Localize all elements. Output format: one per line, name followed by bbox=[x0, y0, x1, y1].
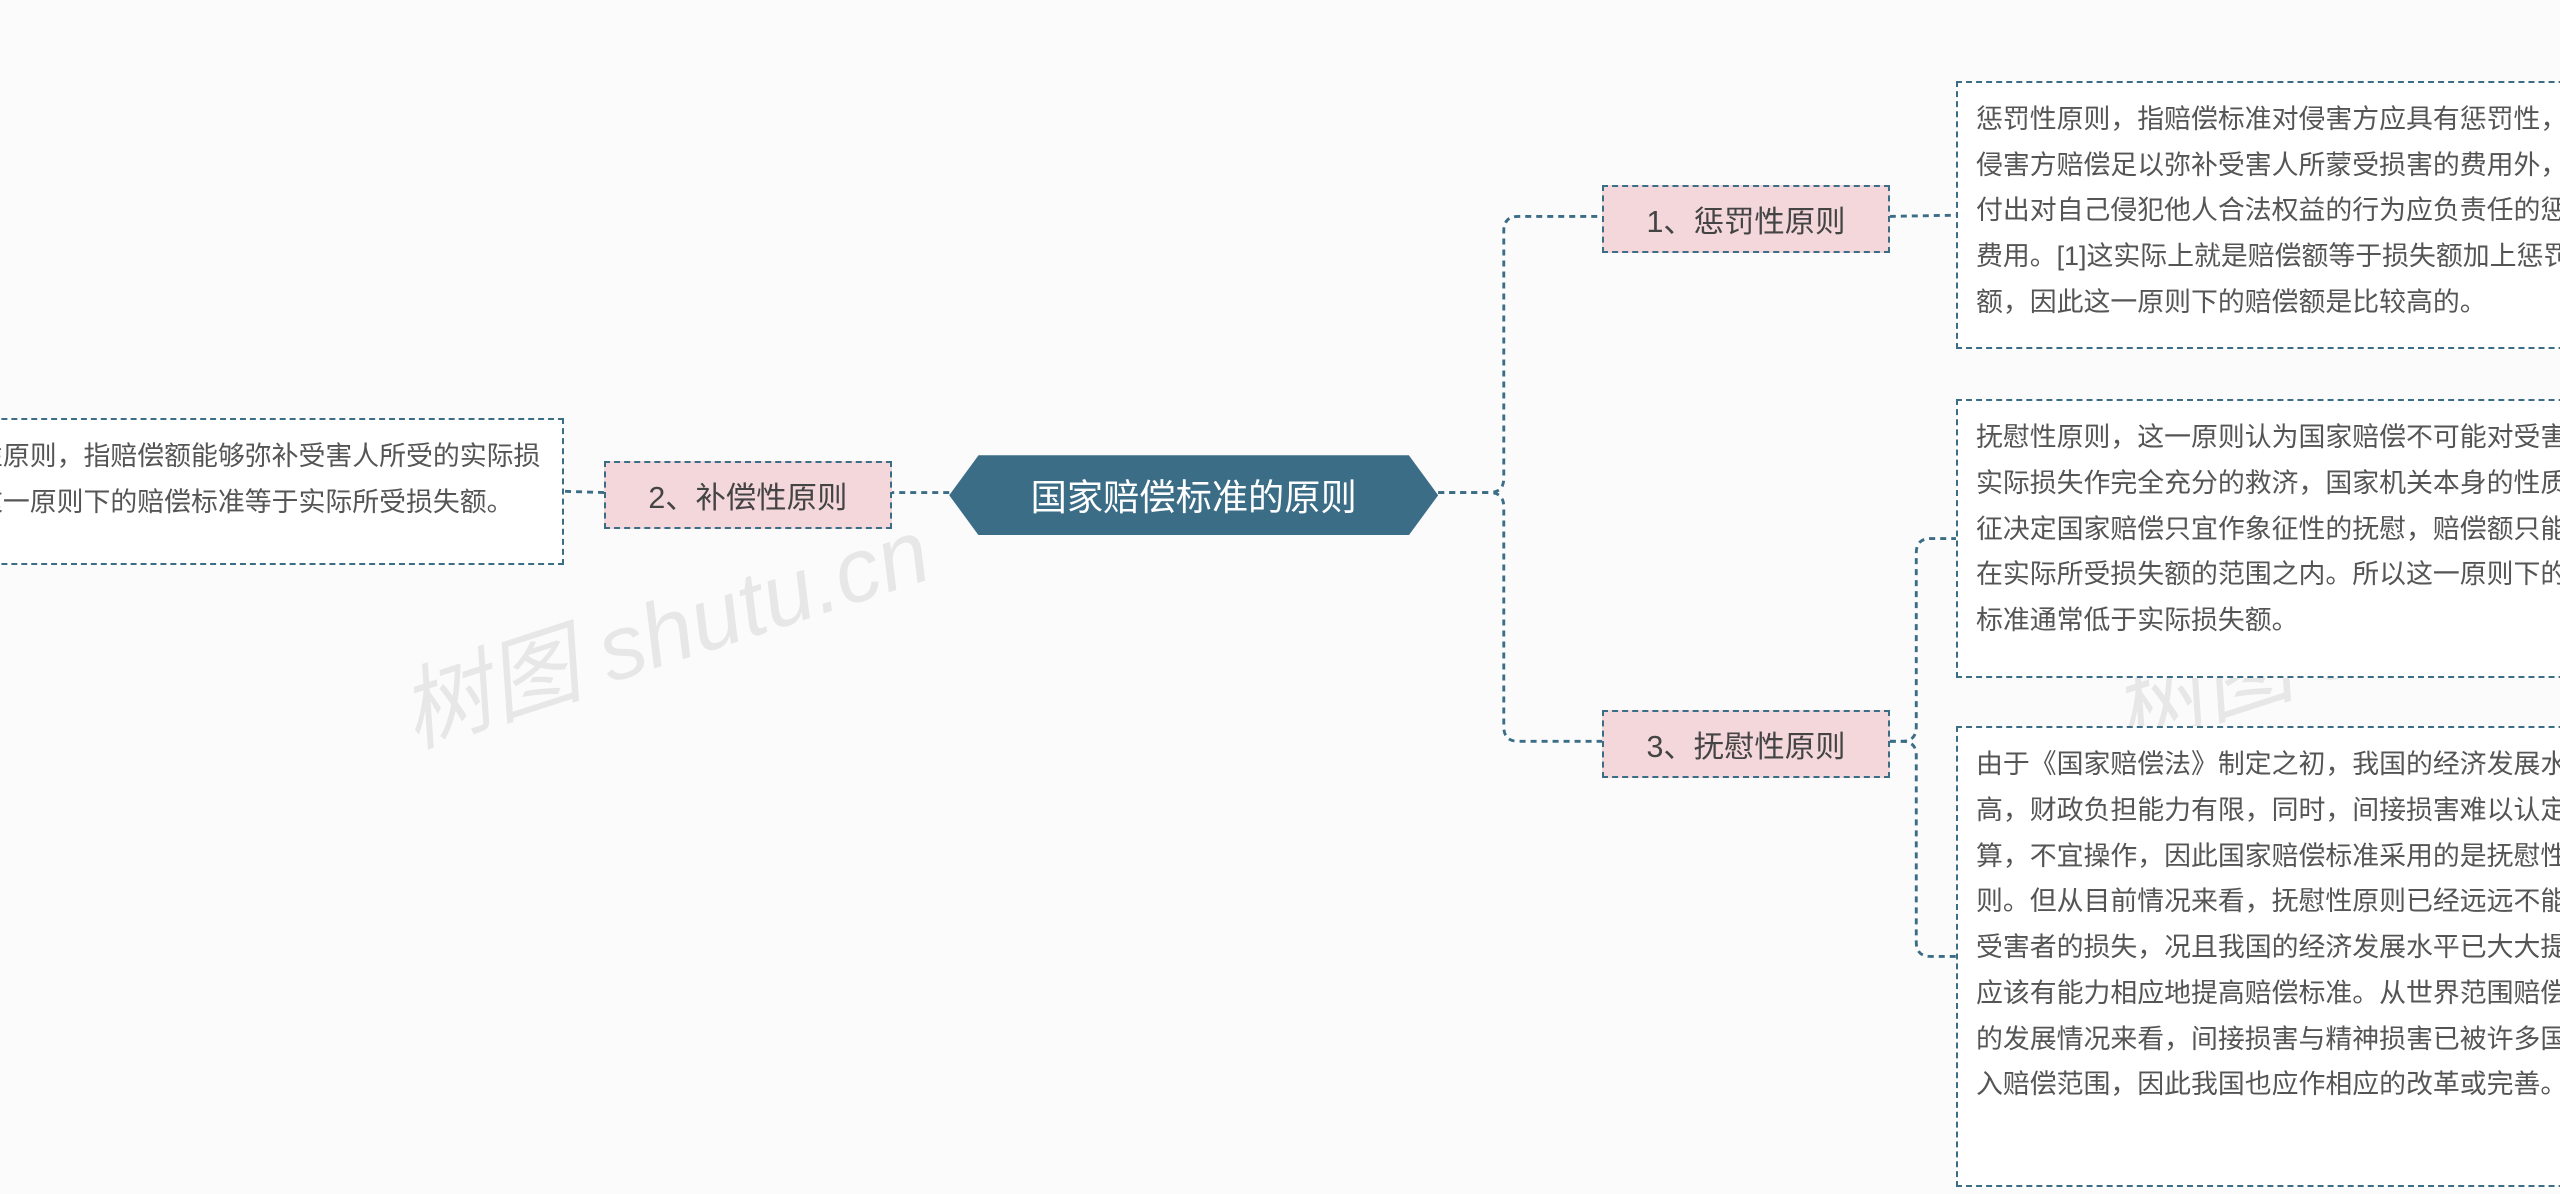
leaf-2: 补偿性原则，指赔偿额能够弥补受害人所受的实际损失，这一原则下的赔偿标准等于实际所… bbox=[0, 418, 564, 565]
leaf-3a-text: 抚慰性原则，这一原则认为国家赔偿不可能对受害人的实际损失作完全充分的救济，国家机… bbox=[1976, 415, 2560, 644]
leaf-3a: 抚慰性原则，这一原则认为国家赔偿不可能对受害人的实际损失作完全充分的救济，国家机… bbox=[1956, 399, 2560, 678]
subnode-2-label: 2、补偿性原则 bbox=[648, 473, 847, 517]
leaf-3b-text: 由于《国家赔偿法》制定之初，我国的经济发展水平不高，财政负担能力有限，同时，间接… bbox=[1976, 742, 2560, 1108]
leaf-2-text: 补偿性原则，指赔偿额能够弥补受害人所受的实际损失，这一原则下的赔偿标准等于实际所… bbox=[0, 434, 544, 525]
leaf-1-text: 惩罚性原则，指赔偿标准对侵害方应具有惩罚性，除使侵害方赔偿足以弥补受害人所蒙受损… bbox=[1976, 97, 2560, 326]
subnode-3[interactable]: 3、抚慰性原则 bbox=[1602, 710, 1890, 778]
subnode-1[interactable]: 1、惩罚性原则 bbox=[1602, 185, 1890, 253]
root-node[interactable]: 国家赔偿标准的原则 bbox=[949, 455, 1438, 535]
subnode-2[interactable]: 2、补偿性原则 bbox=[604, 461, 892, 529]
subnode-3-label: 3、抚慰性原则 bbox=[1646, 722, 1845, 766]
leaf-3b: 由于《国家赔偿法》制定之初，我国的经济发展水平不高，财政负担能力有限，同时，间接… bbox=[1956, 726, 2560, 1186]
root-label: 国家赔偿标准的原则 bbox=[1031, 469, 1357, 521]
subnode-1-label: 1、惩罚性原则 bbox=[1646, 197, 1845, 241]
leaf-1: 惩罚性原则，指赔偿标准对侵害方应具有惩罚性，除使侵害方赔偿足以弥补受害人所蒙受损… bbox=[1956, 81, 2560, 350]
